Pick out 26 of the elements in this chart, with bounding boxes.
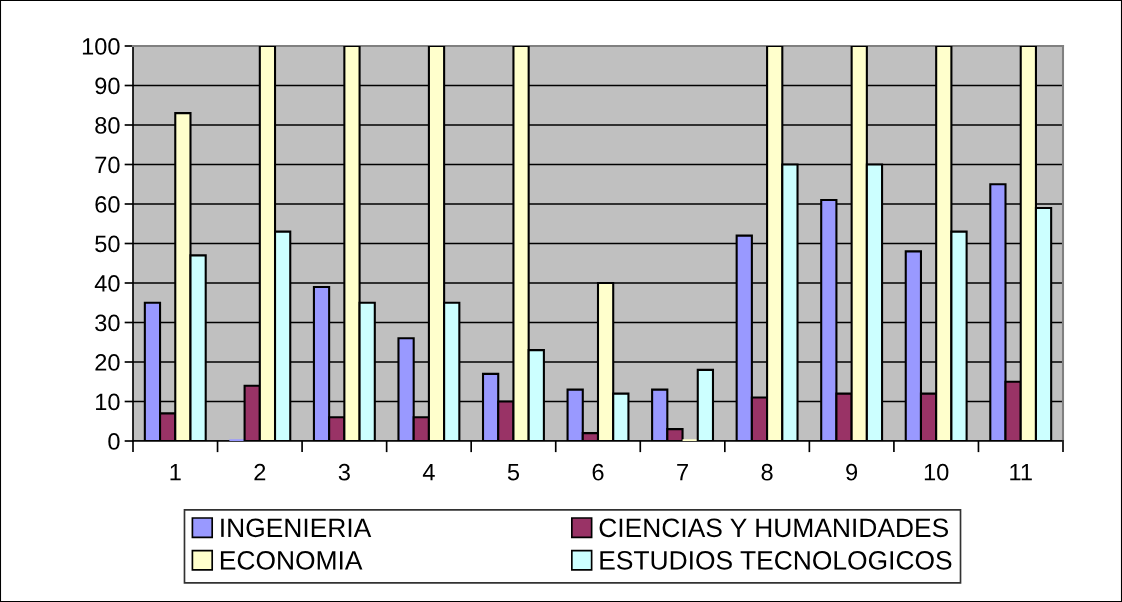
- x-tick-label: 9: [846, 463, 858, 481]
- x-tick-label: 5: [507, 464, 520, 481]
- x-tick-label: 1: [170, 464, 181, 481]
- legend-label: INGENIERIA: [221, 518, 372, 538]
- x-tick-label: 4: [422, 464, 435, 481]
- y-tick-label: 80: [95, 117, 120, 134]
- y-tick-label: 60: [95, 196, 120, 213]
- y-tick-label: 0: [108, 433, 120, 450]
- y-tick-label: 50: [95, 235, 120, 253]
- x-tick-label: 6: [592, 463, 604, 481]
- y-tick-label: 20: [95, 354, 120, 371]
- x-tick-label: 8: [761, 463, 773, 481]
- y-tick-label: 70: [95, 156, 120, 174]
- x-tick-label: 10: [924, 463, 949, 481]
- legend-label: CIENCIAS Y HUMANIDADES: [599, 518, 948, 538]
- legend-label: ECONOMIA: [220, 550, 363, 570]
- x-tick-label: 11: [1010, 464, 1032, 481]
- legend-label: ESTUDIOS TECNOLOGICOS: [600, 550, 952, 570]
- y-tick-label: 30: [95, 314, 120, 332]
- y-tick-label: 10: [96, 393, 120, 411]
- x-tick-label: 7: [677, 464, 688, 481]
- x-tick-label: 3: [338, 463, 350, 481]
- y-tick-label: 100: [82, 38, 120, 55]
- x-tick-label: 2: [254, 463, 266, 481]
- y-tick-label: 40: [94, 275, 120, 292]
- y-tick-label: 90: [95, 77, 120, 95]
